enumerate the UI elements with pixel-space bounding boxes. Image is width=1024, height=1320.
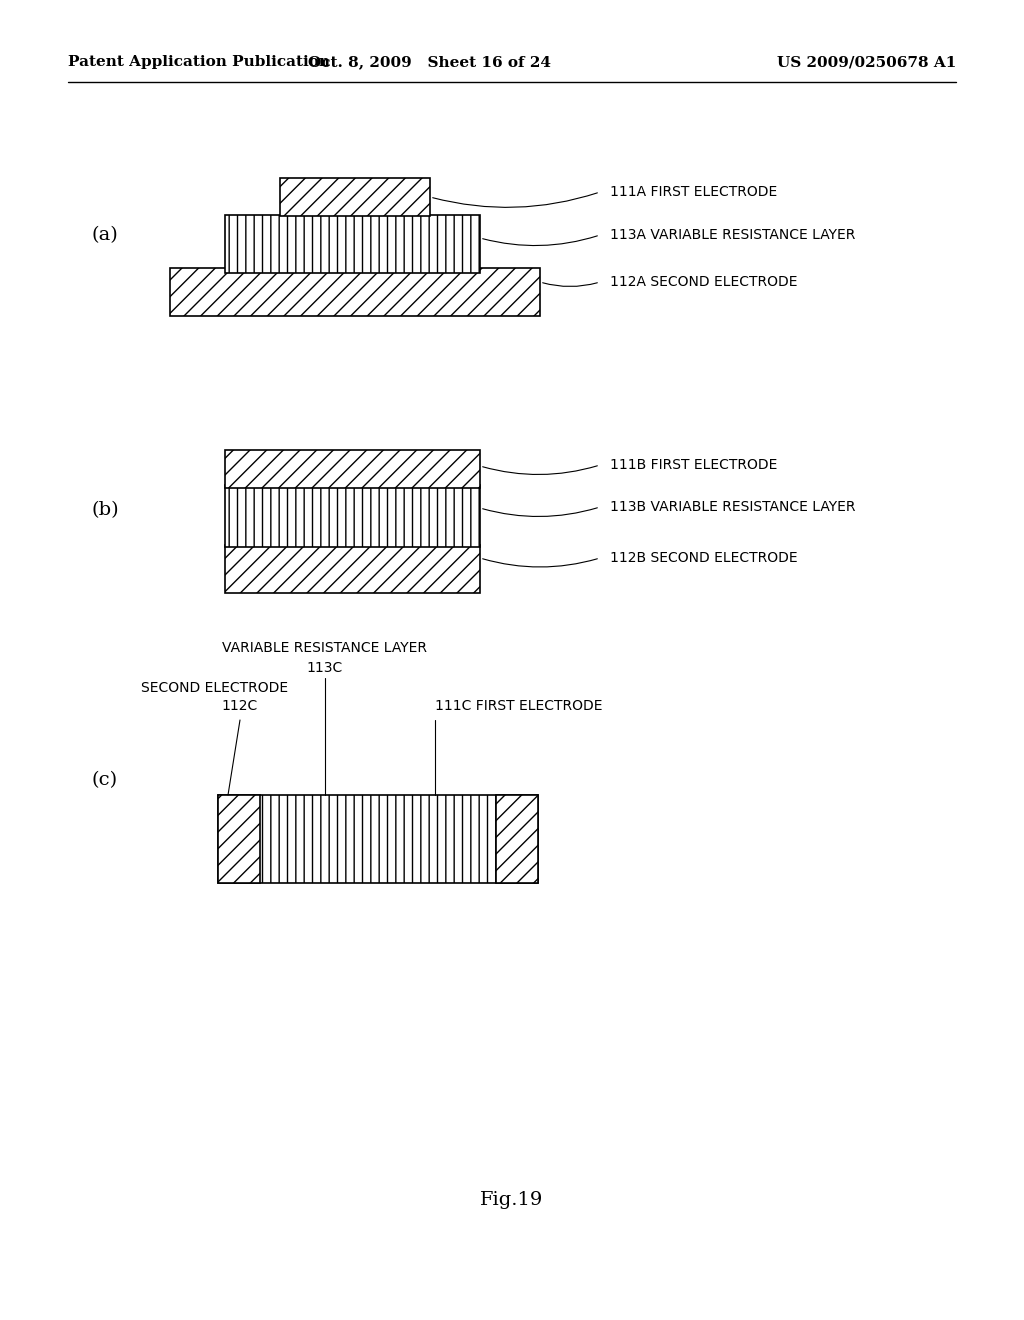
Text: 112A SECOND ELECTRODE: 112A SECOND ELECTRODE	[610, 275, 798, 289]
Text: (a): (a)	[91, 226, 119, 244]
Text: 111A FIRST ELECTRODE: 111A FIRST ELECTRODE	[610, 185, 777, 199]
Bar	[225, 450, 480, 488]
Text: SECOND ELECTRODE: SECOND ELECTRODE	[141, 681, 289, 696]
Text: 111C FIRST ELECTRODE: 111C FIRST ELECTRODE	[435, 700, 602, 713]
Text: (b): (b)	[91, 502, 119, 519]
Text: Fig.19: Fig.19	[480, 1191, 544, 1209]
Bar	[218, 795, 538, 883]
Text: VARIABLE RESISTANCE LAYER: VARIABLE RESISTANCE LAYER	[222, 642, 427, 655]
Text: 113B VARIABLE RESISTANCE LAYER: 113B VARIABLE RESISTANCE LAYER	[610, 500, 855, 513]
Text: (c): (c)	[92, 771, 118, 789]
Bar	[496, 795, 538, 883]
Bar	[280, 178, 430, 216]
Text: 112B SECOND ELECTRODE: 112B SECOND ELECTRODE	[610, 550, 798, 565]
Text: 113C: 113C	[307, 661, 343, 675]
Text: 112C: 112C	[222, 700, 258, 713]
Bar	[225, 545, 480, 593]
Text: Patent Application Publication: Patent Application Publication	[68, 55, 330, 69]
Text: US 2009/0250678 A1: US 2009/0250678 A1	[776, 55, 956, 69]
Bar	[225, 215, 480, 273]
Text: 113A VARIABLE RESISTANCE LAYER: 113A VARIABLE RESISTANCE LAYER	[610, 228, 855, 242]
Text: 111B FIRST ELECTRODE: 111B FIRST ELECTRODE	[610, 458, 777, 473]
Bar	[170, 268, 540, 315]
Bar	[225, 484, 480, 546]
Text: Oct. 8, 2009   Sheet 16 of 24: Oct. 8, 2009 Sheet 16 of 24	[308, 55, 552, 69]
Bar	[218, 795, 260, 883]
